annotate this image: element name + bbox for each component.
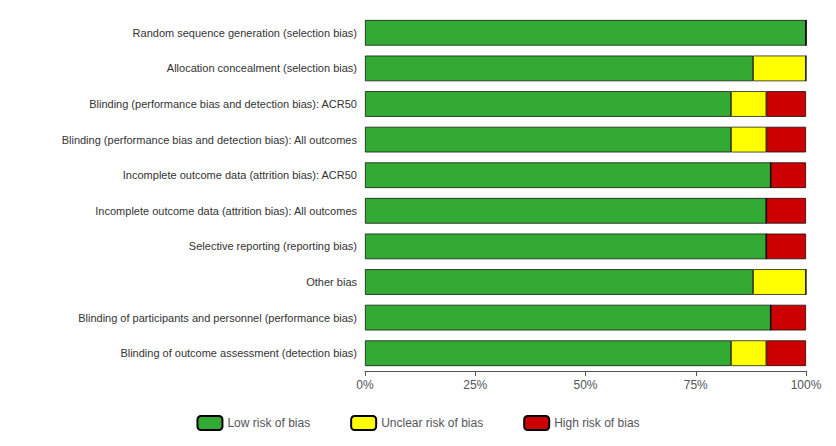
svg-text:Blinding of outcome assessment: Blinding of outcome assessment (detectio… — [120, 347, 357, 359]
svg-text:High risk of bias: High risk of bias — [554, 416, 639, 430]
svg-text:Low risk of bias: Low risk of bias — [227, 416, 310, 430]
svg-text:Unclear risk of bias: Unclear risk of bias — [381, 416, 483, 430]
svg-text:Other bias: Other bias — [306, 276, 357, 288]
svg-text:Blinding of participants and p: Blinding of participants and personnel (… — [78, 312, 357, 324]
svg-text:0%: 0% — [356, 378, 374, 392]
svg-text:Blinding (performance bias and: Blinding (performance bias and detection… — [89, 98, 357, 110]
svg-text:100%: 100% — [791, 378, 822, 392]
svg-text:Incomplete outcome data (attri: Incomplete outcome data (attrition bias)… — [123, 169, 357, 181]
svg-text:25%: 25% — [463, 378, 487, 392]
svg-text:Selective reporting (reporting: Selective reporting (reporting bias) — [189, 240, 357, 252]
svg-text:Incomplete outcome data (attri: Incomplete outcome data (attrition bias)… — [95, 205, 357, 217]
svg-text:Allocation concealment (select: Allocation concealment (selection bias) — [167, 62, 357, 74]
svg-text:75%: 75% — [684, 378, 708, 392]
svg-text:50%: 50% — [573, 378, 597, 392]
svg-text:Random sequence generation (se: Random sequence generation (selection bi… — [133, 27, 357, 39]
svg-text:Blinding (performance bias and: Blinding (performance bias and detection… — [62, 134, 358, 146]
